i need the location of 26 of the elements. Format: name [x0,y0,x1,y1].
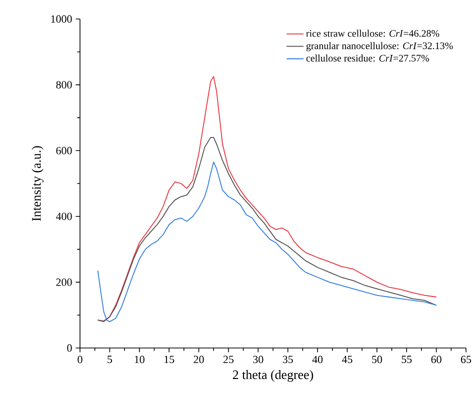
line-series [97,76,437,322]
x-tick-label: 25 [223,356,234,364]
x-tick-label: 45 [342,356,352,364]
x-tick-label: 55 [402,356,412,364]
x-tick-label: 65 [460,356,472,364]
x-tick-label: 20 [194,356,204,364]
y-tick-label: 400 [56,212,72,220]
x-tick-label: 0 [78,356,82,364]
x-tick-label: 10 [134,356,144,364]
x-tick-label: 50 [372,356,382,364]
x-tick-label: 30 [253,356,264,364]
y-tick-label: 1000 [51,15,72,23]
y-axis-title: Intensity (a.u.) [32,146,44,221]
legend-label: rice straw cellulose: CrI=46.28% [306,30,440,37]
y-tick-label: 200 [56,278,72,286]
x-tick-label: 5 [108,356,112,364]
x-tick-label: 60 [431,356,442,364]
legend-label: cellulose residue: CrI=27.57% [306,54,429,62]
x-tick-label: 40 [312,356,323,364]
x-tick-label: 35 [282,356,293,364]
y-tick-label: 800 [56,81,72,88]
x-tick-label: 15 [164,356,174,364]
y-tick-label: 0 [67,344,72,352]
y-tick-label: 600 [56,146,72,154]
legend-label: granular nanocellulose: CrI=32.13% [306,42,453,52]
x-axis-title: 2 theta (degree) [232,370,314,382]
